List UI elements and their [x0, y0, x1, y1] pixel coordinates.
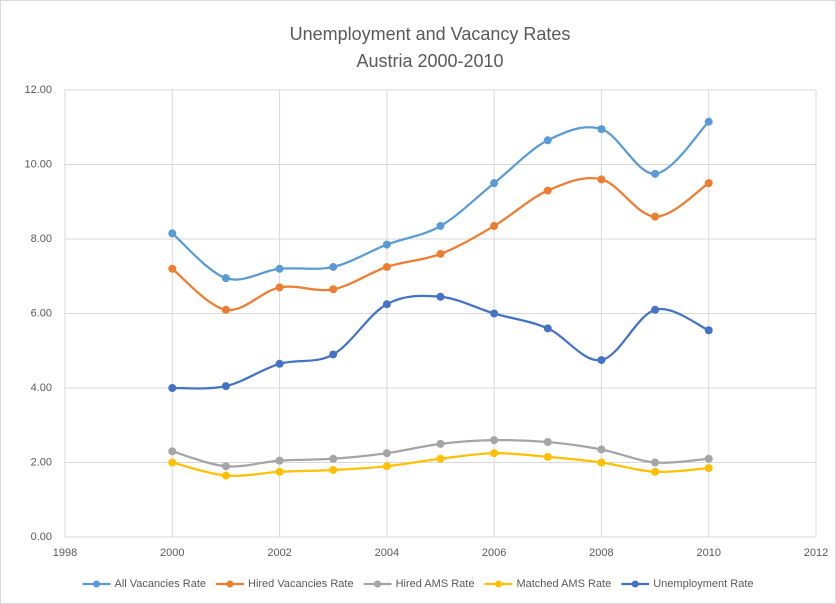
data-point	[221, 305, 230, 314]
legend-label: Hired AMS Rate	[396, 578, 475, 590]
data-point	[382, 449, 391, 458]
legend-label: All Vacancies Rate	[114, 578, 206, 590]
data-point	[651, 467, 660, 476]
data-point	[329, 262, 338, 271]
data-point	[275, 264, 284, 273]
y-tick-label: 0.00	[31, 531, 52, 543]
x-tick-label: 1998	[53, 547, 77, 559]
x-tick-label: 2010	[696, 547, 720, 559]
data-point	[168, 447, 177, 456]
legend-label: Hired Vacancies Rate	[248, 578, 354, 590]
data-point	[436, 439, 445, 448]
data-point	[490, 309, 499, 318]
data-point	[597, 445, 606, 454]
x-tick-label: 2008	[589, 547, 613, 559]
data-point	[651, 212, 660, 221]
data-point	[221, 382, 230, 391]
data-point	[168, 229, 177, 238]
data-point	[704, 326, 713, 335]
data-point	[329, 285, 338, 294]
x-tick-label: 2006	[482, 547, 506, 559]
data-point	[329, 350, 338, 359]
data-point	[543, 452, 552, 461]
data-point	[168, 458, 177, 467]
y-tick-label: 12.00	[24, 84, 52, 96]
data-point	[490, 449, 499, 458]
legend-label: Unemployment Rate	[653, 578, 753, 590]
legend-swatch-marker	[631, 580, 639, 588]
legend-swatch-marker	[226, 580, 234, 588]
data-point	[436, 249, 445, 258]
x-tick-label: 2004	[375, 547, 399, 559]
y-tick-label: 4.00	[31, 382, 52, 394]
legend-swatch-marker	[374, 580, 382, 588]
x-tick-label: 2012	[804, 547, 828, 559]
data-point	[275, 467, 284, 476]
data-point	[704, 454, 713, 463]
data-point	[436, 454, 445, 463]
data-point	[329, 465, 338, 474]
data-point	[651, 305, 660, 314]
legend-label: Matched AMS Rate	[516, 578, 611, 590]
data-point	[651, 169, 660, 178]
data-point	[382, 300, 391, 309]
x-tick-label: 2000	[160, 547, 184, 559]
data-point	[275, 359, 284, 368]
chart-subtitle: Austria 2000-2010	[356, 51, 503, 71]
y-tick-label: 2.00	[31, 456, 52, 468]
data-point	[543, 438, 552, 447]
data-point	[168, 264, 177, 273]
data-point	[329, 454, 338, 463]
data-point	[597, 175, 606, 184]
data-point	[651, 458, 660, 467]
legend: All Vacancies Rate Hired Vacancies Rate Hi…	[82, 578, 754, 590]
legend-swatch-marker	[92, 580, 100, 588]
data-point	[382, 462, 391, 471]
data-point	[597, 125, 606, 134]
y-tick-label: 8.00	[31, 233, 52, 245]
data-point	[490, 221, 499, 230]
x-tick-label: 2002	[267, 547, 291, 559]
legend-swatch-marker	[494, 580, 502, 588]
data-point	[543, 186, 552, 195]
data-point	[382, 240, 391, 249]
data-point	[597, 458, 606, 467]
data-point	[382, 262, 391, 271]
data-point	[543, 324, 552, 333]
data-point	[597, 356, 606, 365]
data-point	[221, 471, 230, 480]
y-tick-label: 6.00	[31, 307, 52, 319]
data-point	[704, 179, 713, 188]
y-tick-label: 10.00	[24, 158, 52, 170]
data-point	[221, 274, 230, 283]
data-point	[436, 221, 445, 230]
data-point	[275, 456, 284, 465]
data-point	[168, 384, 177, 392]
data-point	[704, 464, 713, 473]
data-point	[275, 283, 284, 292]
data-point	[221, 462, 230, 471]
data-point	[490, 436, 499, 445]
chart-title: Unemployment and Vacancy Rates	[290, 24, 571, 44]
data-point	[436, 292, 445, 301]
data-point	[490, 179, 499, 188]
data-point	[704, 117, 713, 126]
data-point	[543, 136, 552, 145]
